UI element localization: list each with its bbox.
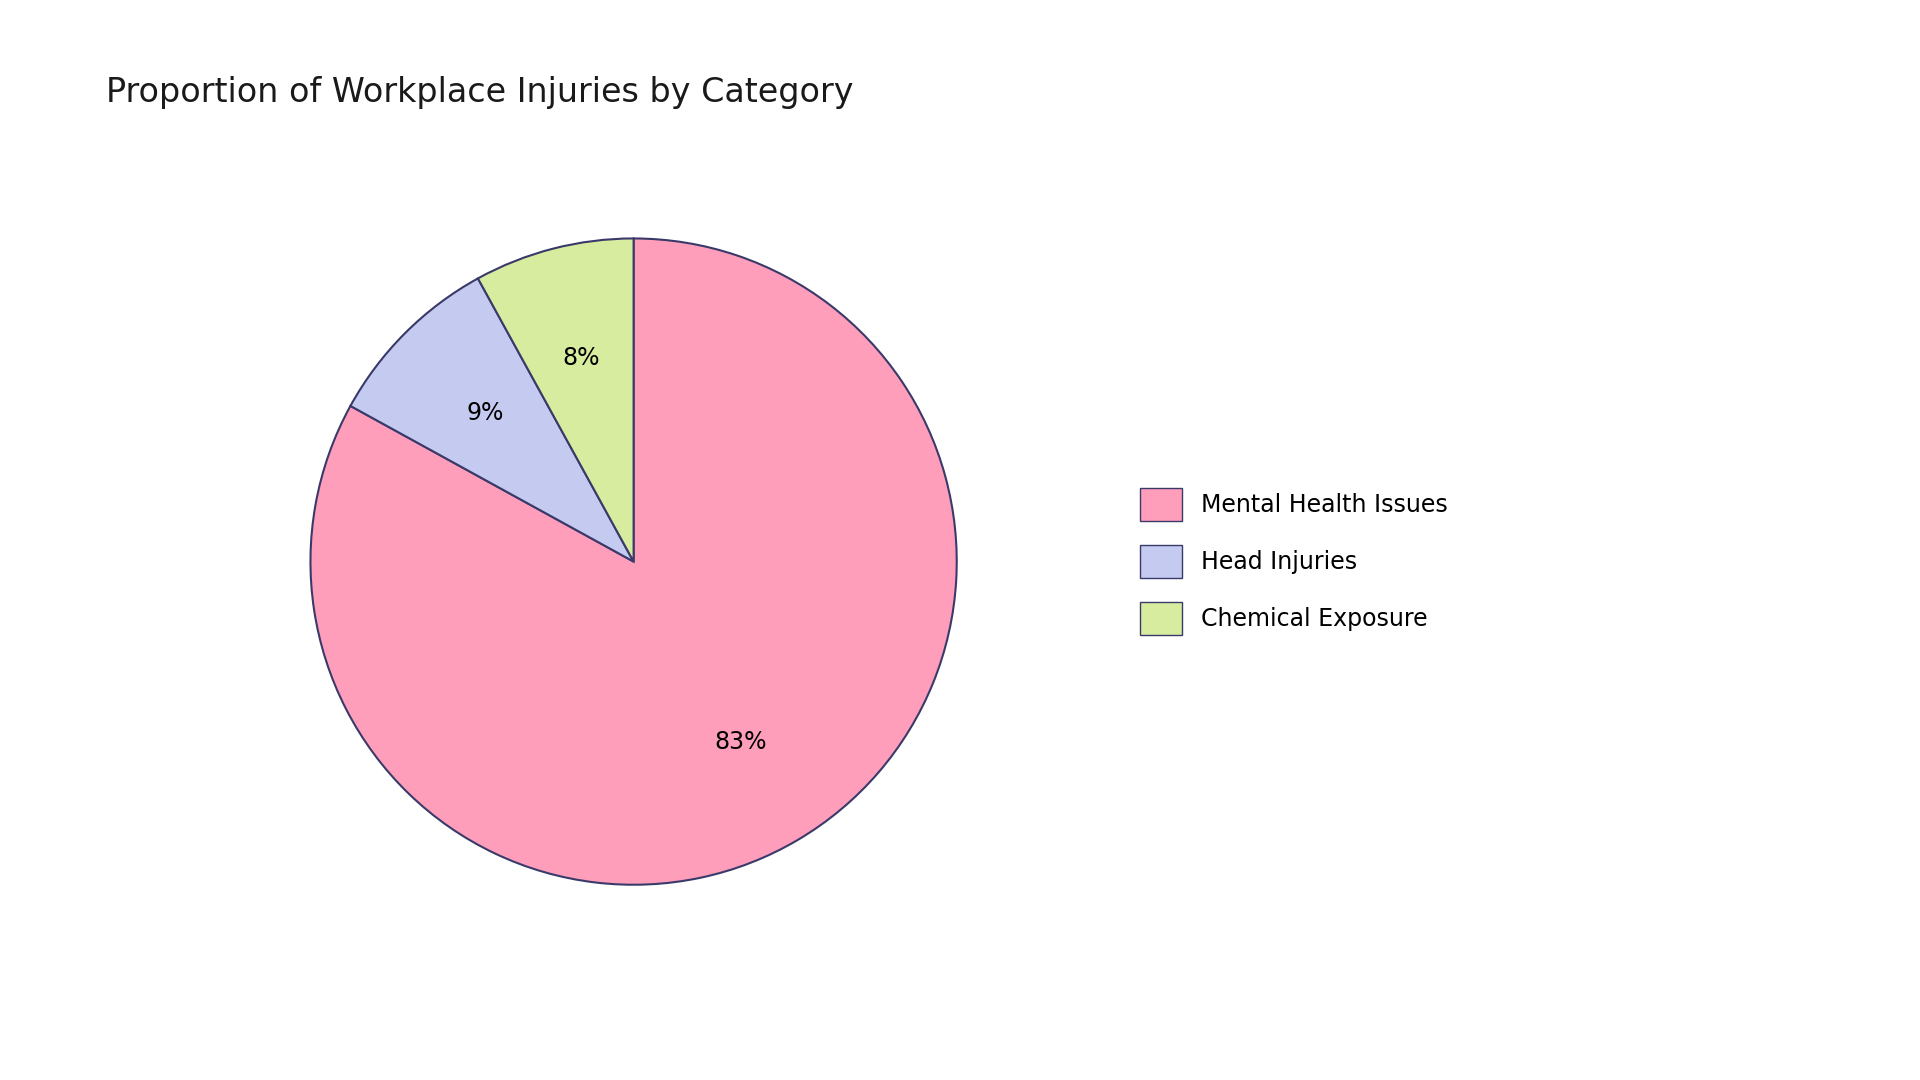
Wedge shape: [478, 239, 634, 562]
Text: 9%: 9%: [467, 401, 503, 426]
Text: Proportion of Workplace Injuries by Category: Proportion of Workplace Injuries by Cate…: [106, 76, 852, 109]
Text: 8%: 8%: [563, 347, 601, 370]
Legend: Mental Health Issues, Head Injuries, Chemical Exposure: Mental Health Issues, Head Injuries, Che…: [1140, 488, 1448, 635]
Wedge shape: [351, 279, 634, 562]
Wedge shape: [311, 239, 956, 885]
Text: 83%: 83%: [714, 730, 766, 755]
